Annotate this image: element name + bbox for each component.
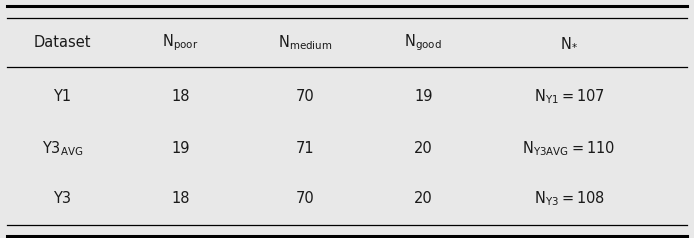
Text: Dataset: Dataset (34, 35, 91, 50)
Text: 71: 71 (296, 141, 314, 156)
Text: Y3: Y3 (53, 191, 71, 206)
Text: 70: 70 (296, 191, 315, 206)
Text: 19: 19 (414, 89, 432, 104)
Text: $\mathrm{N_{Y3}=108}$: $\mathrm{N_{Y3}=108}$ (534, 189, 604, 208)
Text: $\mathrm{Y3_{AVG}}$: $\mathrm{Y3_{AVG}}$ (42, 139, 83, 158)
Text: 20: 20 (414, 191, 433, 206)
Text: 70: 70 (296, 89, 315, 104)
Text: $\mathrm{N_{medium}}$: $\mathrm{N_{medium}}$ (278, 34, 332, 52)
Text: 20: 20 (414, 141, 433, 156)
Text: 18: 18 (171, 191, 189, 206)
Text: $\mathrm{N_{good}}$: $\mathrm{N_{good}}$ (405, 33, 442, 53)
Text: $\mathrm{N_{Y1}=107}$: $\mathrm{N_{Y1}=107}$ (534, 87, 604, 106)
Text: 18: 18 (171, 89, 189, 104)
Text: 19: 19 (171, 141, 189, 156)
Text: $\mathrm{N_{Y3AVG}=110}$: $\mathrm{N_{Y3AVG}=110}$ (523, 139, 616, 158)
Text: $\mathrm{N_{*}}$: $\mathrm{N_{*}}$ (560, 35, 578, 50)
Text: $\mathrm{N_{poor}}$: $\mathrm{N_{poor}}$ (162, 33, 198, 53)
Text: Y1: Y1 (53, 89, 71, 104)
